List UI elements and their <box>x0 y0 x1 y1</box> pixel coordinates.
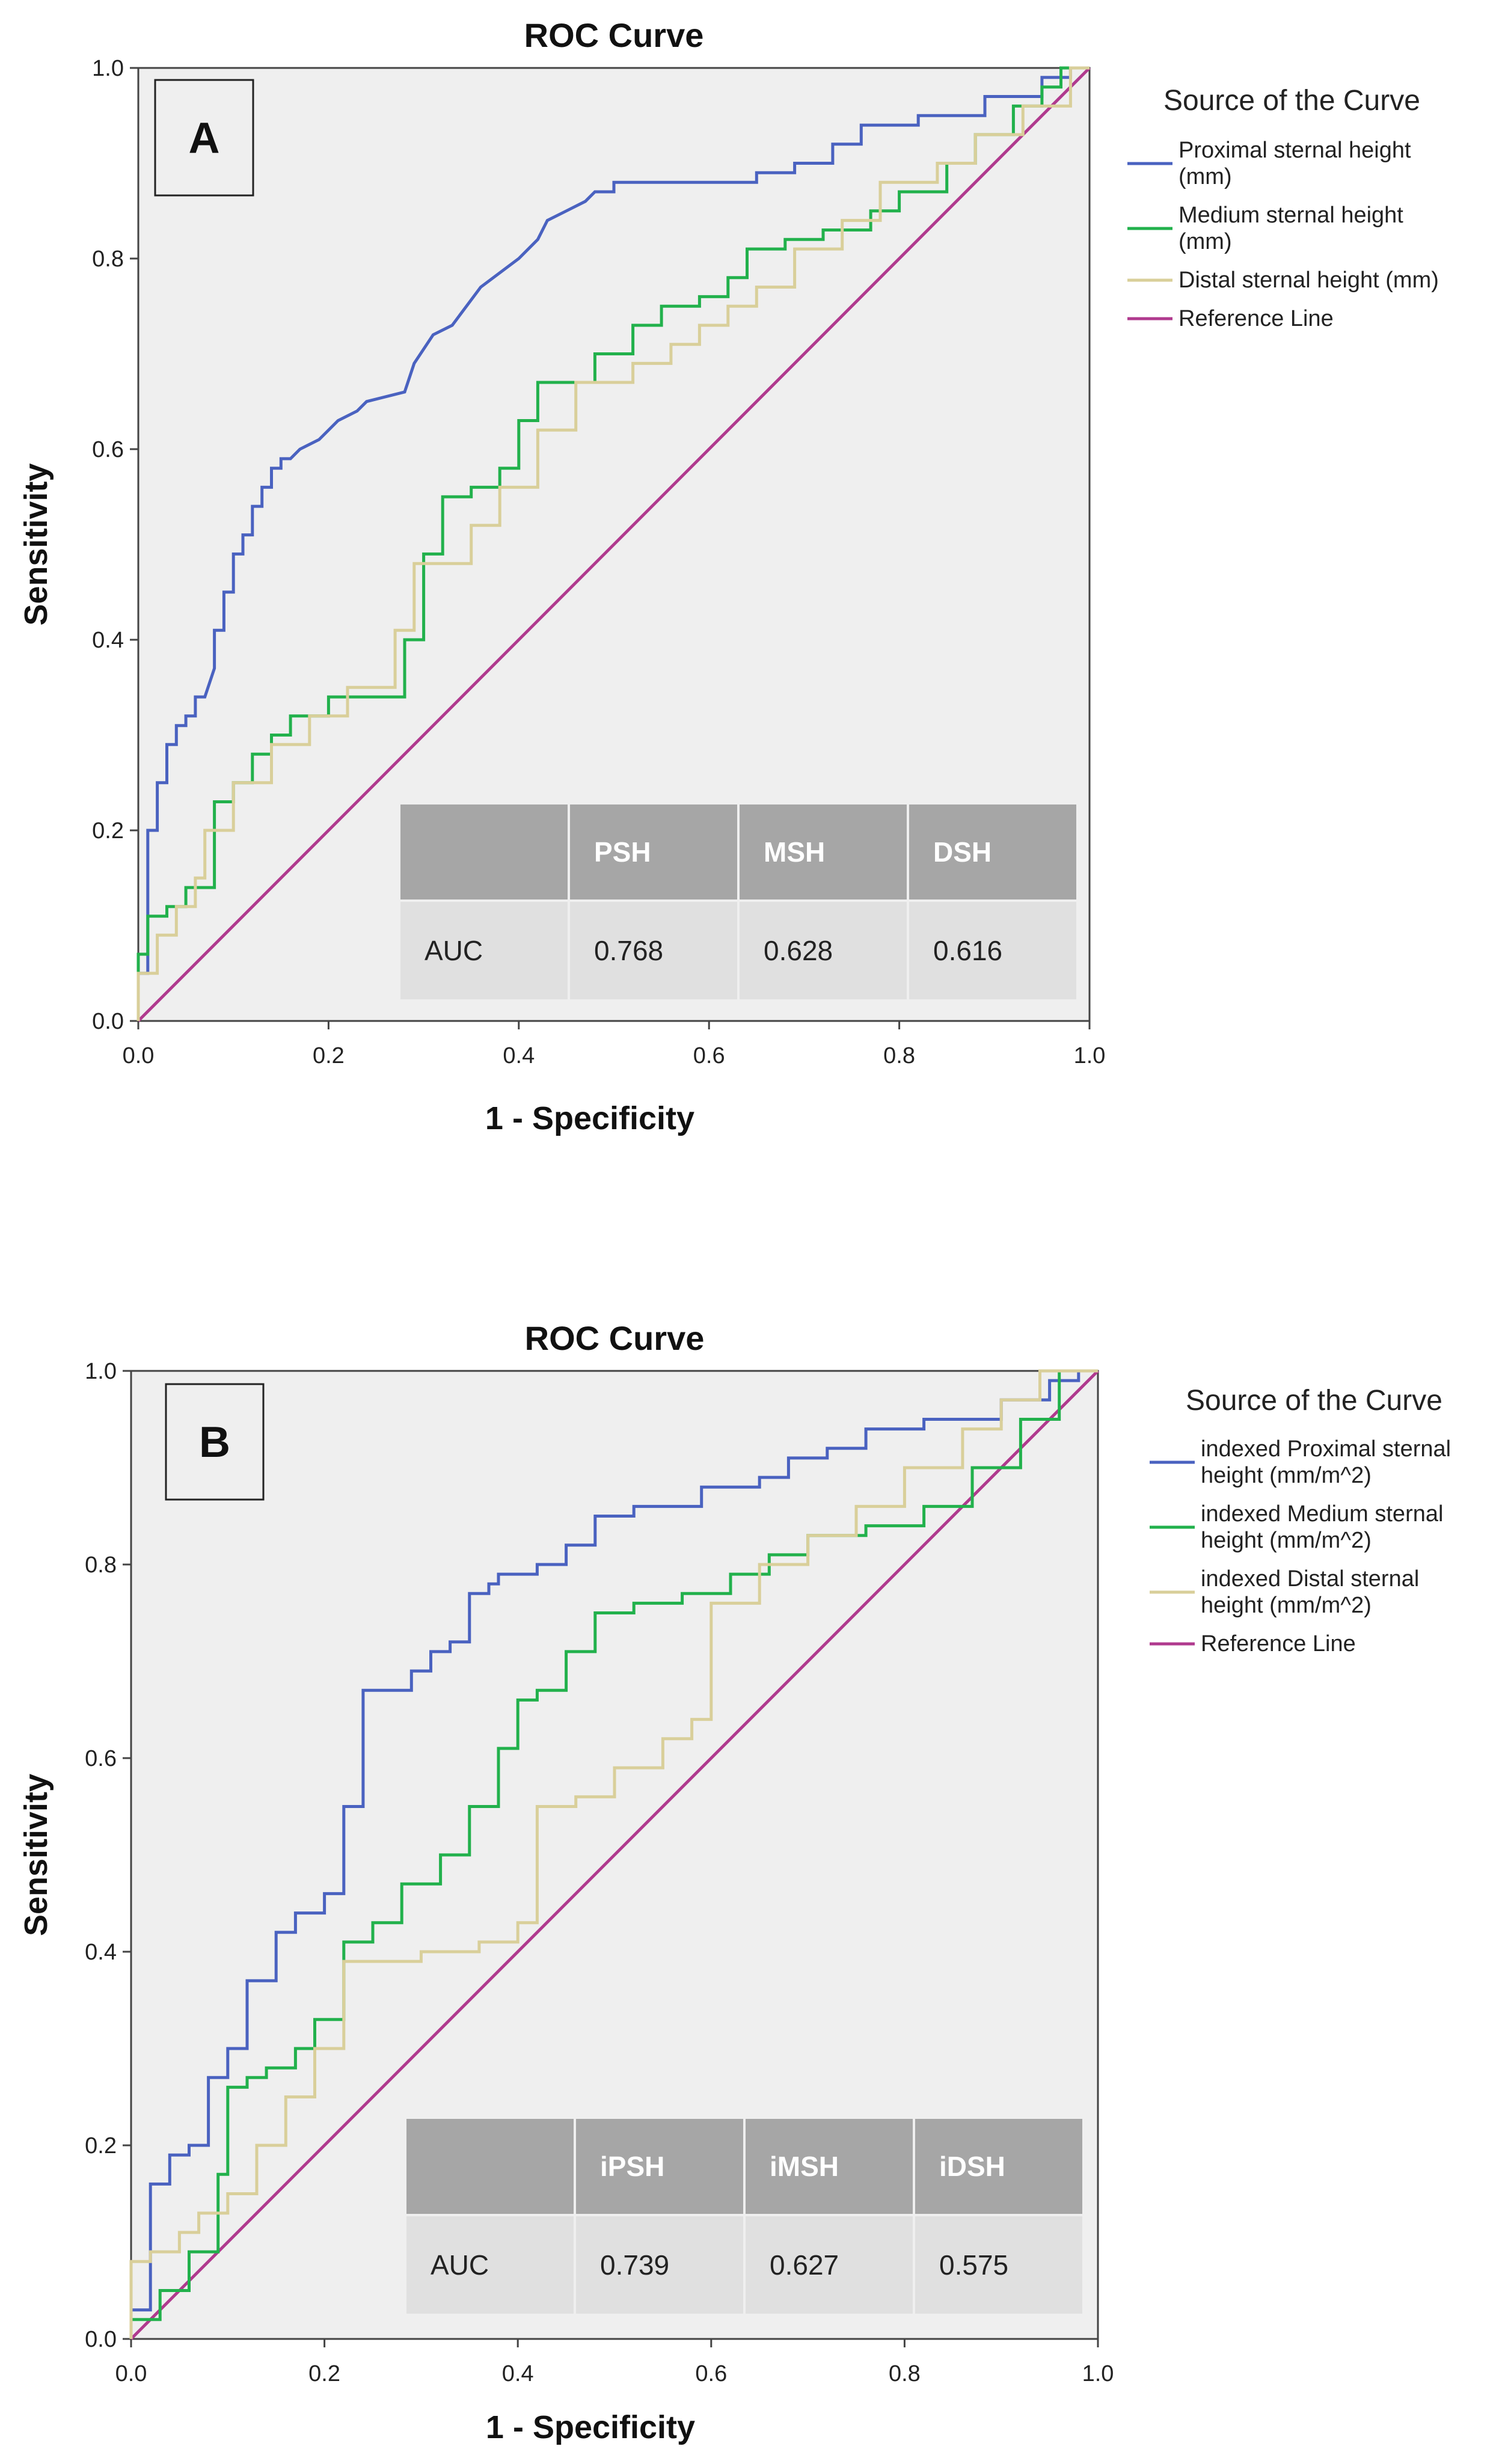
legend-entry-label: height (mm/m^2) <box>1201 1463 1372 1488</box>
legend-entry-label: Medium sternal height <box>1179 203 1403 228</box>
auc-row-label: AUC <box>425 935 483 966</box>
auc-header-label: iPSH <box>600 2151 664 2182</box>
panel-letter: B <box>199 1418 230 1466</box>
auc-value-cell <box>576 2216 743 2314</box>
auc-value: 0.628 <box>764 935 833 966</box>
legend-entry-label: height (mm/m^2) <box>1201 1593 1372 1618</box>
x-tick-label: 0.2 <box>313 1043 345 1068</box>
auc-value-cell <box>406 2216 574 2314</box>
axis-ticks: 0.0 0.2 0.4 0.6 0.8 1.0 0.0 0.2 0.4 0.6 0.8 1.0 <box>92 56 1105 1068</box>
y-axis-label: Sensitivity <box>18 463 54 625</box>
y-tick-label: 0.0 <box>92 1009 124 1034</box>
x-tick-label: 0.6 <box>695 2361 727 2386</box>
y-tick-label: 0.0 <box>85 2327 117 2352</box>
y-tick-label: 0.4 <box>85 1940 117 1965</box>
legend-entry-label: (mm) <box>1179 164 1232 189</box>
legend-entry-label: (mm) <box>1179 229 1232 254</box>
legend-entry-label: height (mm/m^2) <box>1201 1528 1372 1553</box>
x-tick-label: 0.2 <box>308 2361 340 2386</box>
series-line-proximal-sternal-height-mm <box>136 66 1090 1021</box>
auc-value-cell <box>909 902 1076 999</box>
x-tick-label: 1.0 <box>1082 2361 1114 2386</box>
legend-entry-label: Proximal sternal height <box>1179 138 1411 163</box>
y-tick-label: 0.4 <box>92 628 124 653</box>
y-tick-label: 0.2 <box>92 818 124 844</box>
y-tick-label: 0.2 <box>85 2133 117 2159</box>
auc-value-cell <box>746 2216 913 2314</box>
x-axis-label: 1 - Specificity <box>486 2409 695 2445</box>
auc-header-label: PSH <box>594 836 651 868</box>
auc-value: 0.768 <box>594 935 663 966</box>
legend: Source of the Curve indexed Proximal ster… <box>1150 1385 1451 1656</box>
auc-header-label: iMSH <box>770 2151 839 2182</box>
series-line-indexed-medium-sternal-height-mm-m-2 <box>129 1369 1098 2339</box>
panel-letter-box <box>154 79 254 197</box>
y-tick-label: 0.8 <box>85 1552 117 1578</box>
legend-entry-label: Distal sternal height (mm) <box>1179 268 1439 293</box>
legend-entry-label: indexed Distal sternal <box>1201 1566 1419 1592</box>
x-tick-label: 0.8 <box>889 2361 921 2386</box>
series-line-distal-sternal-height-mm <box>136 66 1090 1021</box>
x-tick-label: 1.0 <box>1074 1043 1106 1068</box>
legend-title: Source of the Curve <box>1186 1385 1442 1417</box>
panel-letter: A <box>189 114 220 162</box>
auc-header-label: MSH <box>764 836 825 868</box>
auc-header-label: iDSH <box>939 2151 1005 2182</box>
legend: Source of the Curve Proximal sternal heig… <box>1127 85 1439 331</box>
chart-title: ROC Curve <box>524 16 704 54</box>
auc-table: AUC PSH 0.768 MSH 0.628 DSH 0.616 <box>400 804 1076 999</box>
x-tick-label: 0.4 <box>503 1043 535 1068</box>
auc-table: AUC iPSH 0.739 iMSH 0.627 iDSH 0.575 <box>406 2119 1082 2314</box>
series-line-reference-line <box>137 67 1091 1022</box>
auc-header-cell <box>909 804 1076 899</box>
series-line-indexed-distal-sternal-height-mm-m-2 <box>129 1369 1098 2339</box>
y-tick-label: 1.0 <box>85 1359 117 1384</box>
y-tick-label: 0.6 <box>92 437 124 462</box>
legend-entry-label: Reference Line <box>1201 1631 1356 1656</box>
auc-header-cell <box>570 804 737 899</box>
x-tick-label: 0.0 <box>123 1043 155 1068</box>
auc-value-cell <box>570 902 737 999</box>
legend-title: Source of the Curve <box>1163 85 1420 117</box>
auc-header-cell <box>746 2119 913 2214</box>
x-tick-label: 0.8 <box>883 1043 915 1068</box>
auc-header-cell <box>576 2119 743 2214</box>
auc-header-label: DSH <box>933 836 992 868</box>
series-line-indexed-proximal-sternal-height-mm-m-2 <box>129 1369 1098 2339</box>
auc-value: 0.627 <box>770 2249 839 2281</box>
series-lines <box>129 1369 1099 2340</box>
auc-header-cell <box>400 804 568 899</box>
auc-header-cell <box>915 2119 1082 2214</box>
auc-value: 0.739 <box>600 2249 669 2281</box>
x-tick-label: 0.0 <box>115 2361 147 2386</box>
x-tick-label: 0.6 <box>693 1043 725 1068</box>
chart-title: ROC Curve <box>525 1319 705 1357</box>
legend-entry-label: Reference Line <box>1179 306 1334 331</box>
auc-row-label: AUC <box>431 2249 489 2281</box>
auc-value-cell <box>915 2216 1082 2314</box>
series-lines <box>136 66 1091 1022</box>
panel-b: ROC Curve 0.0 0.2 0.4 0.6 0.8 1.0 0.0 0.2 0.4 0.6 0… <box>18 1319 1451 2445</box>
auc-value: 0.616 <box>933 935 1002 966</box>
auc-header-cell <box>406 2119 574 2214</box>
y-axis-label: Sensitivity <box>18 1774 54 1936</box>
y-tick-label: 0.6 <box>85 1746 117 1771</box>
auc-value: 0.575 <box>939 2249 1008 2281</box>
x-tick-label: 0.4 <box>502 2361 534 2386</box>
legend-entry-label: indexed Medium sternal <box>1201 1501 1443 1527</box>
auc-value-cell <box>740 902 907 999</box>
legend-entry-label: indexed Proximal sternal <box>1201 1436 1451 1462</box>
x-axis-label: 1 - Specificity <box>485 1100 694 1136</box>
panel-letter-box <box>165 1383 265 1501</box>
series-line-reference-line <box>130 1370 1099 2340</box>
y-tick-label: 0.8 <box>92 247 124 272</box>
auc-header-cell <box>740 804 907 899</box>
auc-value-cell <box>400 902 568 999</box>
y-tick-label: 1.0 <box>92 56 124 81</box>
